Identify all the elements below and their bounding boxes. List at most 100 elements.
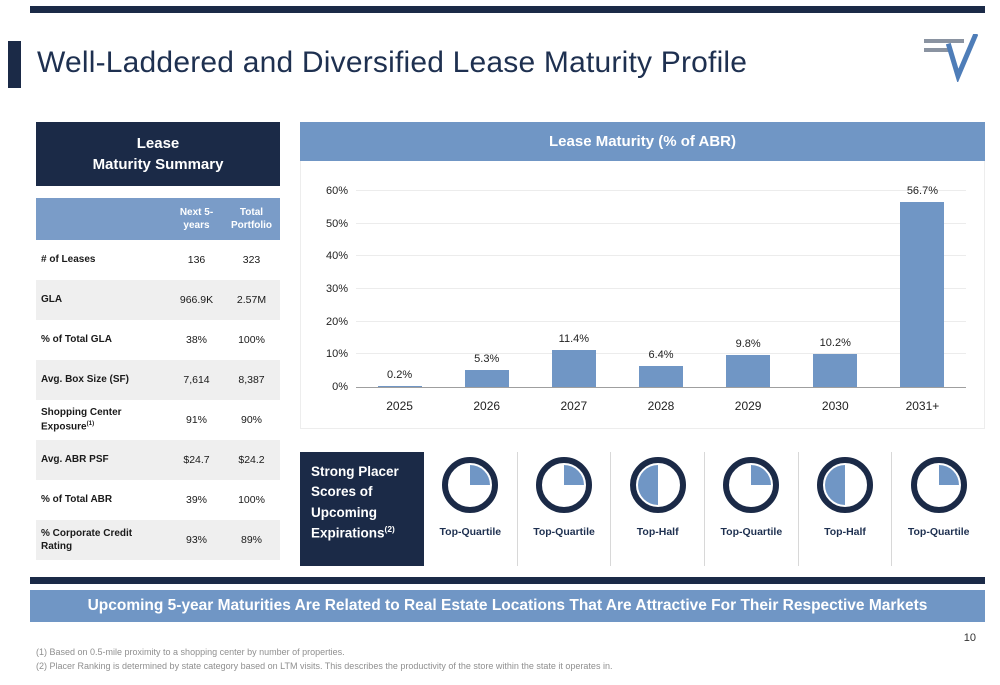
summary-table-row: Avg. Box Size (SF) 7,614 8,387 bbox=[36, 360, 280, 400]
y-axis-tick-label: 10% bbox=[325, 348, 348, 361]
cell-value: 966.9K bbox=[179, 294, 214, 306]
x-axis-label: 2025 bbox=[386, 399, 413, 413]
chart-title: Lease Maturity (% of ABR) bbox=[300, 122, 985, 161]
summary-table-row: # of Leases 136 323 bbox=[36, 240, 280, 280]
pie-chart-icon bbox=[442, 457, 499, 513]
cell-value: 8,387 bbox=[238, 374, 265, 386]
summary-table-rows: # of Leases 136 323 GLA 966.9K 2.57M % of Tota… bbox=[36, 240, 280, 560]
cell-value: 136 bbox=[187, 254, 206, 266]
bar-slot: 56.7% bbox=[879, 185, 966, 387]
placer-item: Top-Half bbox=[797, 452, 892, 566]
bar-value-label: 6.4% bbox=[648, 349, 674, 362]
placer-callout-text: Strong Placer Scores of Upcoming Expirat… bbox=[311, 464, 399, 541]
top-divider-bar bbox=[30, 6, 985, 13]
row-label: % Corporate Credit Rating bbox=[41, 527, 133, 553]
row-label: GLA bbox=[41, 294, 63, 306]
placer-scores-section: Strong Placer Scores of Upcoming Expirat… bbox=[300, 452, 985, 566]
x-axis-label: 2031+ bbox=[905, 399, 940, 413]
row-label: Avg. Box Size (SF) bbox=[41, 374, 129, 386]
row-label: % of Total ABR bbox=[41, 494, 113, 506]
bar-value-label: 10.2% bbox=[819, 336, 851, 349]
pie-chart-icon bbox=[629, 457, 686, 513]
bar-2031+ bbox=[900, 201, 945, 387]
pie-fill bbox=[450, 465, 491, 505]
x-axis-label: 2029 bbox=[734, 399, 762, 413]
gridline bbox=[356, 353, 966, 355]
bar-value-label: 5.3% bbox=[474, 352, 500, 365]
pie-label: Top-Quartile bbox=[720, 526, 783, 538]
column-header-total-portfolio: Total Portfolio bbox=[230, 207, 273, 231]
bar-slot: 10.2% bbox=[792, 191, 879, 387]
title-accent-bar bbox=[8, 41, 21, 88]
cell-value: 323 bbox=[242, 254, 261, 266]
y-axis-tick-label: 50% bbox=[325, 217, 348, 230]
y-axis-tick-label: 40% bbox=[325, 250, 348, 263]
gridline bbox=[356, 255, 966, 257]
pie-fill bbox=[825, 465, 866, 505]
placer-item: Top-Quartile bbox=[891, 452, 985, 566]
bar-value-label: 0.2% bbox=[387, 369, 413, 382]
pie-label: Top-Quartile bbox=[533, 526, 595, 538]
y-axis-tick-label: 60% bbox=[325, 185, 348, 197]
cell-value: 2.57M bbox=[236, 294, 267, 306]
summary-title-line-1: Lease bbox=[136, 135, 180, 152]
pie-chart-icon bbox=[723, 457, 780, 513]
bar-2029 bbox=[726, 355, 771, 387]
page-title: Well-Laddered and Diversified Lease Matu… bbox=[37, 46, 748, 79]
takeaway-banner: Upcoming 5-year Maturities Are Related t… bbox=[30, 590, 985, 622]
placer-item: Top-Quartile bbox=[704, 452, 798, 566]
pie-chart-icon bbox=[536, 457, 592, 513]
page-number: 10 bbox=[963, 632, 976, 644]
bar-slot: 9.8% bbox=[705, 191, 792, 387]
placer-items: Top-Quartile Top-Quartile Top-Half Top-Quar… bbox=[424, 452, 985, 566]
gridline bbox=[356, 222, 966, 224]
logo-mark-icon bbox=[924, 32, 979, 84]
x-axis-label: 2026 bbox=[473, 399, 501, 413]
pie-chart-icon bbox=[817, 457, 874, 513]
summary-table-row: % of Total GLA 38% 100% bbox=[36, 320, 280, 360]
summary-table-row: % of Total ABR 39% 100% bbox=[36, 480, 280, 520]
summary-table-row: Shopping Center Exposure(1) 91% 90% bbox=[36, 400, 280, 440]
pie-label: Top-Quartile bbox=[907, 526, 970, 538]
row-label: Avg. ABR PSF bbox=[41, 454, 109, 466]
bar-value-label: 9.8% bbox=[735, 338, 761, 350]
placer-item: Top-Half bbox=[610, 452, 704, 566]
pie-fill bbox=[731, 465, 772, 505]
bar-2028 bbox=[638, 366, 683, 387]
bar-2025 bbox=[377, 386, 422, 387]
summary-table-row: Avg. ABR PSF $24.7 $24.2 bbox=[36, 440, 280, 480]
y-axis-tick-label: 20% bbox=[325, 315, 348, 328]
cell-value: 39% bbox=[185, 494, 207, 506]
pie-chart-icon bbox=[910, 457, 967, 513]
x-axis-label: 2028 bbox=[647, 399, 675, 413]
pie-fill bbox=[918, 465, 959, 505]
cell-value: 90% bbox=[240, 414, 262, 426]
cell-value: 7,614 bbox=[183, 374, 210, 386]
pie-label: Top-Half bbox=[636, 526, 679, 538]
summary-table-column-headers: Next 5-years Total Portfolio bbox=[36, 198, 280, 240]
bar-slot: 0.2% bbox=[356, 191, 443, 387]
bar-value-label: 11.4% bbox=[558, 332, 590, 345]
pie-label: Top-Quartile bbox=[439, 526, 502, 538]
pie-fill bbox=[637, 465, 678, 505]
bar-2027 bbox=[551, 349, 596, 387]
pie-label: Top-Half bbox=[824, 526, 866, 538]
cell-value: 91% bbox=[185, 414, 207, 426]
bar-slot: 5.3% bbox=[443, 191, 530, 387]
gridline bbox=[356, 288, 966, 289]
footnotes: (1) Based on 0.5-mile proximity to a sho… bbox=[36, 646, 612, 674]
cell-value: 93% bbox=[185, 534, 207, 546]
y-axis-tick-label: 0% bbox=[332, 381, 348, 393]
bar-slot: 11.4% bbox=[530, 191, 617, 387]
y-axis-tick-label: 30% bbox=[325, 283, 348, 295]
bars: 0.2% 5.3% 11.4% 6.4% 9.8% 10.2% 56.7% bbox=[356, 185, 966, 387]
placer-item: Top-Quartile bbox=[424, 452, 517, 566]
cell-value: $24.7 bbox=[183, 454, 210, 466]
row-label: # of Leases bbox=[41, 254, 96, 266]
placer-callout: Strong Placer Scores of Upcoming Expirat… bbox=[300, 452, 424, 566]
lease-maturity-summary-table: Lease Maturity Summary Next 5-years Tota… bbox=[36, 122, 280, 560]
cell-value: 89% bbox=[240, 534, 262, 546]
bottom-divider-bar bbox=[30, 577, 985, 584]
footnote-2: (2) Placer Ranking is determined by stat… bbox=[36, 660, 613, 671]
